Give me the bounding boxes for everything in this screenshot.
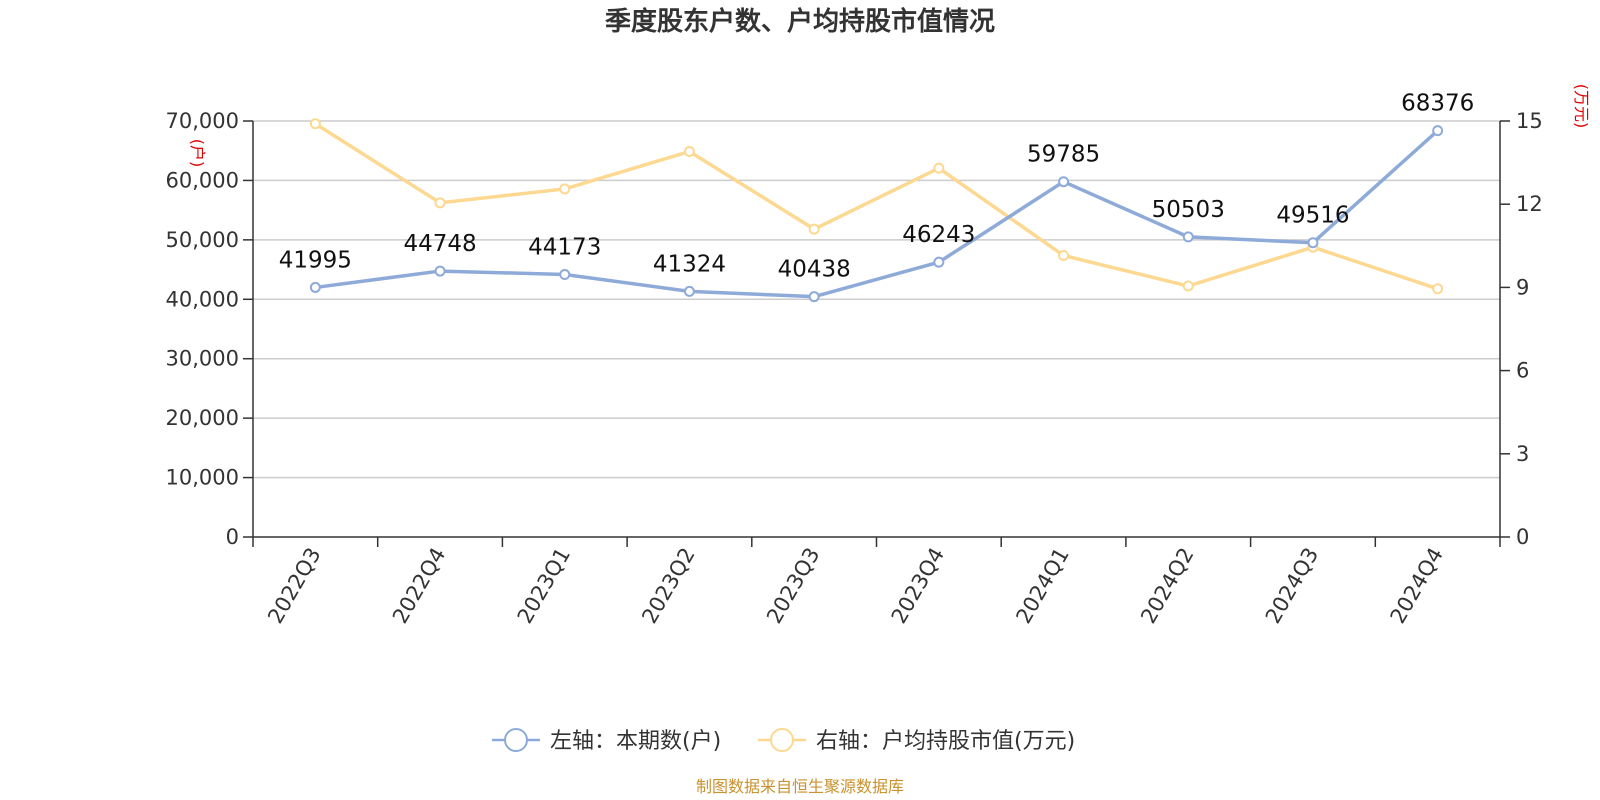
legend-swatch-marker — [504, 728, 528, 752]
data-label: 59785 — [1027, 142, 1100, 168]
x-axis-tick-label: 2022Q3 — [263, 544, 325, 628]
left-axis-tick-label: 60,000 — [166, 168, 239, 192]
x-axis-tick-label: 2023Q2 — [637, 544, 699, 628]
series-line-right — [314, 122, 1439, 291]
data-point-right — [434, 197, 446, 209]
data-label: 49516 — [1276, 203, 1349, 229]
left-axis-tick-label: 0 — [226, 525, 239, 549]
data-point-right — [309, 118, 321, 130]
data-label: 41324 — [653, 251, 726, 277]
data-label: 46243 — [902, 222, 975, 248]
x-axis-tick-label: 2024Q3 — [1261, 544, 1323, 628]
data-label: 50503 — [1152, 197, 1225, 223]
data-label: 44173 — [528, 234, 601, 260]
data-point-left — [1432, 125, 1444, 137]
legend[interactable]: 左轴：本期数(户) 右轴：户均持股市值(万元) — [492, 728, 1075, 754]
left-axis-tick-label: 20,000 — [166, 406, 239, 430]
source-note: 制图数据来自恒生聚源数据库 — [696, 777, 904, 796]
data-point-left — [683, 285, 695, 297]
chart-title: 季度股东户数、户均持股市值情况 — [605, 6, 995, 37]
left-axis-tick-label: 40,000 — [166, 287, 239, 311]
x-axis-tick-label: 2023Q3 — [762, 544, 824, 628]
data-point-right — [1182, 280, 1194, 292]
x-axis-tick-label: 2023Q4 — [887, 544, 949, 628]
data-labels: 41995 44748 44173 41324 40438 46243 59785 50503… — [279, 91, 1474, 283]
right-axis-tick-label: 6 — [1516, 359, 1529, 383]
data-point-right — [808, 223, 820, 235]
data-point-right — [933, 162, 945, 174]
data-point-left — [808, 291, 820, 303]
data-label: 44748 — [403, 231, 476, 257]
data-label: 40438 — [778, 257, 851, 283]
left-axis-tick-label: 70,000 — [166, 109, 239, 133]
legend-label: 右轴：户均持股市值(万元) — [816, 729, 1075, 754]
right-axis-tick-label: 12 — [1516, 192, 1543, 216]
right-axis-tick-label: 0 — [1516, 525, 1529, 549]
legend-item-right[interactable]: 右轴：户均持股市值(万元) — [758, 728, 1075, 754]
x-axis-tick-label: 2024Q4 — [1386, 544, 1448, 628]
left-axis-tick-label: 30,000 — [166, 347, 239, 371]
x-axis-tick-label: 2023Q1 — [513, 544, 575, 628]
data-point-left — [309, 281, 321, 293]
data-label: 68376 — [1401, 91, 1474, 117]
legend-item-left[interactable]: 左轴：本期数(户) — [492, 728, 721, 754]
right-axis-tick-label: 9 — [1516, 275, 1529, 299]
data-point-right — [559, 183, 571, 195]
data-point-left — [1182, 231, 1194, 243]
data-point-left — [434, 265, 446, 277]
x-axis-tick-label: 2024Q2 — [1136, 544, 1198, 628]
gridlines — [253, 120, 1500, 479]
legend-swatch-marker — [770, 728, 794, 752]
data-point-left — [559, 268, 571, 280]
x-axis-tick-label: 2024Q1 — [1011, 544, 1073, 628]
left-axis-tick-label: 10,000 — [166, 466, 239, 490]
data-label: 41995 — [279, 247, 352, 273]
legend-label: 左轴：本期数(户) — [550, 729, 721, 754]
axes: 0 10,000 20,000 30,000 40,000 50,000 60,000 70,… — [166, 109, 1543, 628]
right-axis-tick-label: 3 — [1516, 442, 1529, 466]
series-line-left — [315, 129, 1439, 299]
data-point-right — [1058, 250, 1070, 262]
series-lines — [314, 122, 1439, 299]
data-point-right — [683, 146, 695, 158]
x-axis-tick-label: 2022Q4 — [388, 544, 450, 628]
data-point-left — [933, 256, 945, 268]
data-point-left — [1307, 237, 1319, 249]
data-point-left — [1058, 176, 1070, 188]
series-points — [309, 118, 1444, 303]
left-axis-tick-label: 50,000 — [166, 228, 239, 252]
right-axis-tick-label: 15 — [1516, 109, 1543, 133]
right-axis-unit: (万元) — [1572, 84, 1591, 129]
left-axis-unit: (户) — [188, 139, 207, 168]
data-point-right — [1432, 283, 1444, 295]
